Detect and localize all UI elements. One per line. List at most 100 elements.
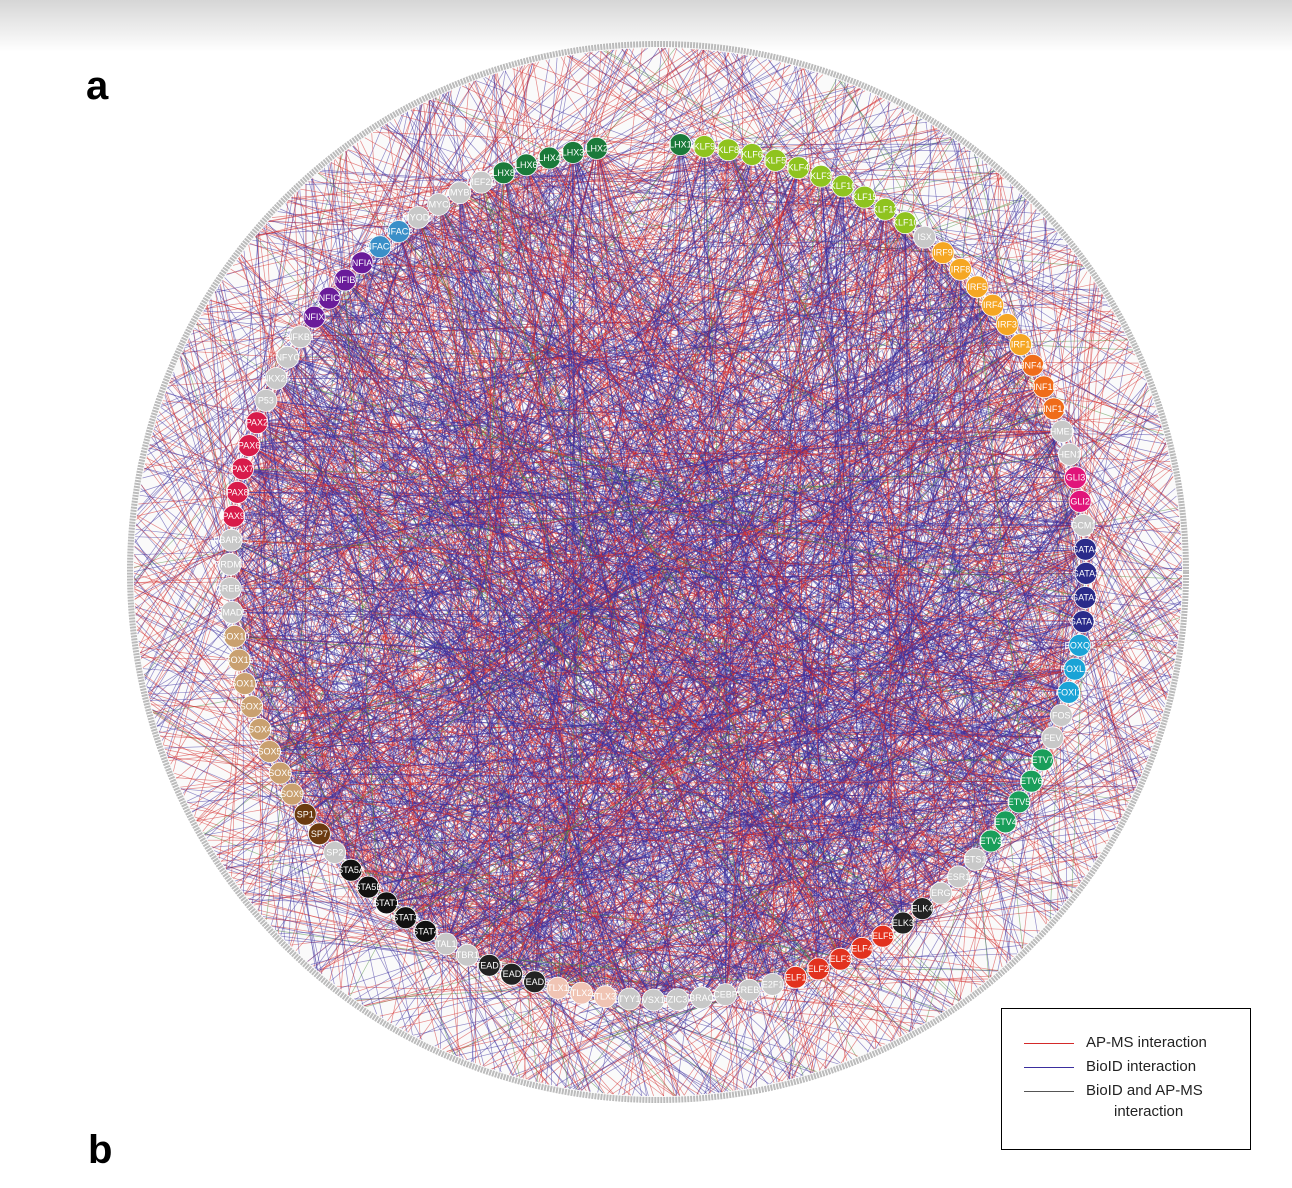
- bait-node: KLF6: [740, 143, 764, 166]
- interaction-edge: [398, 231, 746, 350]
- bait-node-label: TYY1: [618, 994, 641, 1004]
- interaction-edge: [538, 146, 705, 757]
- bait-node-circle: [546, 976, 570, 1000]
- legend-swatch-both: [1024, 1090, 1074, 1092]
- interaction-edge: [344, 279, 948, 472]
- interaction-edge: [304, 629, 575, 815]
- interaction-edge: [515, 148, 598, 483]
- bait-node: HNF1B: [1029, 375, 1059, 399]
- bait-node-circle: [226, 480, 249, 504]
- interaction-edge: [525, 164, 551, 664]
- interaction-edge: [619, 541, 1062, 716]
- interaction-edge: [503, 172, 694, 948]
- interaction-edge: [533, 304, 993, 659]
- interaction-edge: [290, 160, 776, 199]
- bait-node-circle: [427, 193, 451, 216]
- interaction-edge: [251, 706, 358, 898]
- interaction-edge: [230, 439, 954, 589]
- interaction-edge: [242, 468, 496, 543]
- interaction-edge: [596, 148, 778, 1083]
- bait-node-label: SP2: [326, 848, 343, 858]
- bait-node-label: LHX4: [538, 153, 561, 163]
- interaction-edge: [135, 536, 232, 541]
- interaction-edge: [192, 329, 232, 541]
- bait-node-circle: [323, 841, 347, 864]
- bait-node: E2F1: [761, 973, 784, 996]
- interaction-edge: [549, 157, 756, 503]
- interaction-edge: [975, 859, 1059, 911]
- bait-node-label: SOX17: [230, 679, 259, 689]
- bait-node-circle: [1074, 537, 1097, 561]
- interaction-edge: [206, 262, 363, 307]
- interaction-edge: [231, 539, 1140, 780]
- interaction-edge: [219, 285, 406, 918]
- bait-node-label: GATA1: [1069, 617, 1097, 627]
- interaction-edge: [300, 114, 403, 337]
- bait-node-circle: [1009, 333, 1032, 357]
- interaction-edge: [747, 363, 1032, 782]
- interaction-edge: [350, 745, 373, 871]
- bait-node-label: LHX6: [515, 160, 538, 170]
- interaction-edge: [249, 396, 685, 447]
- interaction-edge: [595, 477, 1076, 718]
- interaction-edge: [590, 675, 1006, 823]
- interaction-edge: [713, 695, 904, 924]
- interaction-edge: [844, 727, 1053, 739]
- bait-node: GATA1: [1069, 610, 1097, 633]
- interaction-edge: [459, 408, 1043, 761]
- bait-node: GATA4: [1071, 537, 1099, 561]
- interaction-edge: [140, 656, 240, 661]
- interaction-edge: [884, 209, 904, 558]
- interaction-edge: [313, 316, 724, 522]
- interaction-edge: [597, 185, 844, 603]
- interaction-edge: [136, 492, 238, 517]
- bait-node-circle: [913, 225, 936, 249]
- bait-node-circle: [965, 275, 989, 299]
- interaction-edge: [339, 155, 346, 281]
- interaction-edge: [269, 572, 596, 752]
- interaction-edge: [344, 780, 1032, 786]
- interaction-edge: [382, 377, 1087, 574]
- interaction-edge: [577, 167, 799, 583]
- bait-node-circle: [492, 161, 516, 185]
- interaction-edge: [229, 563, 589, 744]
- interaction-edge: [511, 748, 872, 975]
- bait-node-circle: [979, 829, 1003, 853]
- bait-node-circle: [1064, 466, 1087, 490]
- interaction-edge: [480, 182, 625, 959]
- interaction-edge: [606, 324, 1008, 466]
- interaction-edge: [231, 611, 622, 707]
- interaction-edge: [596, 148, 778, 618]
- interaction-edge: [1062, 431, 1169, 457]
- bait-node: KLF3: [809, 164, 833, 188]
- interaction-edge: [328, 297, 652, 812]
- interaction-edge: [234, 582, 487, 637]
- interaction-edge: [416, 534, 536, 982]
- bait-node: SOX17: [230, 672, 259, 695]
- interaction-edge: [953, 139, 1021, 345]
- bait-node-label: ELF3: [830, 954, 852, 964]
- interaction-edge: [582, 146, 705, 646]
- interaction-edge: [1069, 454, 1122, 818]
- bait-node-circle: [237, 434, 261, 458]
- interaction-edge: [317, 646, 352, 871]
- interaction-edge: [314, 695, 387, 904]
- bait-node: CREB1: [734, 978, 764, 1002]
- bait-node: KLF10: [892, 211, 919, 235]
- interaction-edge: [1023, 477, 1086, 598]
- interaction-edge: [910, 344, 1022, 724]
- bait-node-label: MYB: [450, 188, 470, 198]
- bait-node-label: LHX3: [562, 148, 585, 158]
- interaction-edge: [290, 453, 1070, 554]
- bait-node: GLI3: [1064, 466, 1087, 490]
- interaction-edge: [328, 297, 557, 624]
- interaction-edge: [474, 910, 702, 999]
- interaction-edge: [882, 653, 1029, 937]
- interaction-edge: [394, 217, 419, 508]
- bait-node-label: TLX2: [571, 988, 593, 998]
- interaction-edge: [400, 642, 750, 991]
- interaction-edge: [287, 357, 391, 565]
- interaction-edge: [459, 192, 507, 574]
- interaction-edge: [632, 494, 1032, 782]
